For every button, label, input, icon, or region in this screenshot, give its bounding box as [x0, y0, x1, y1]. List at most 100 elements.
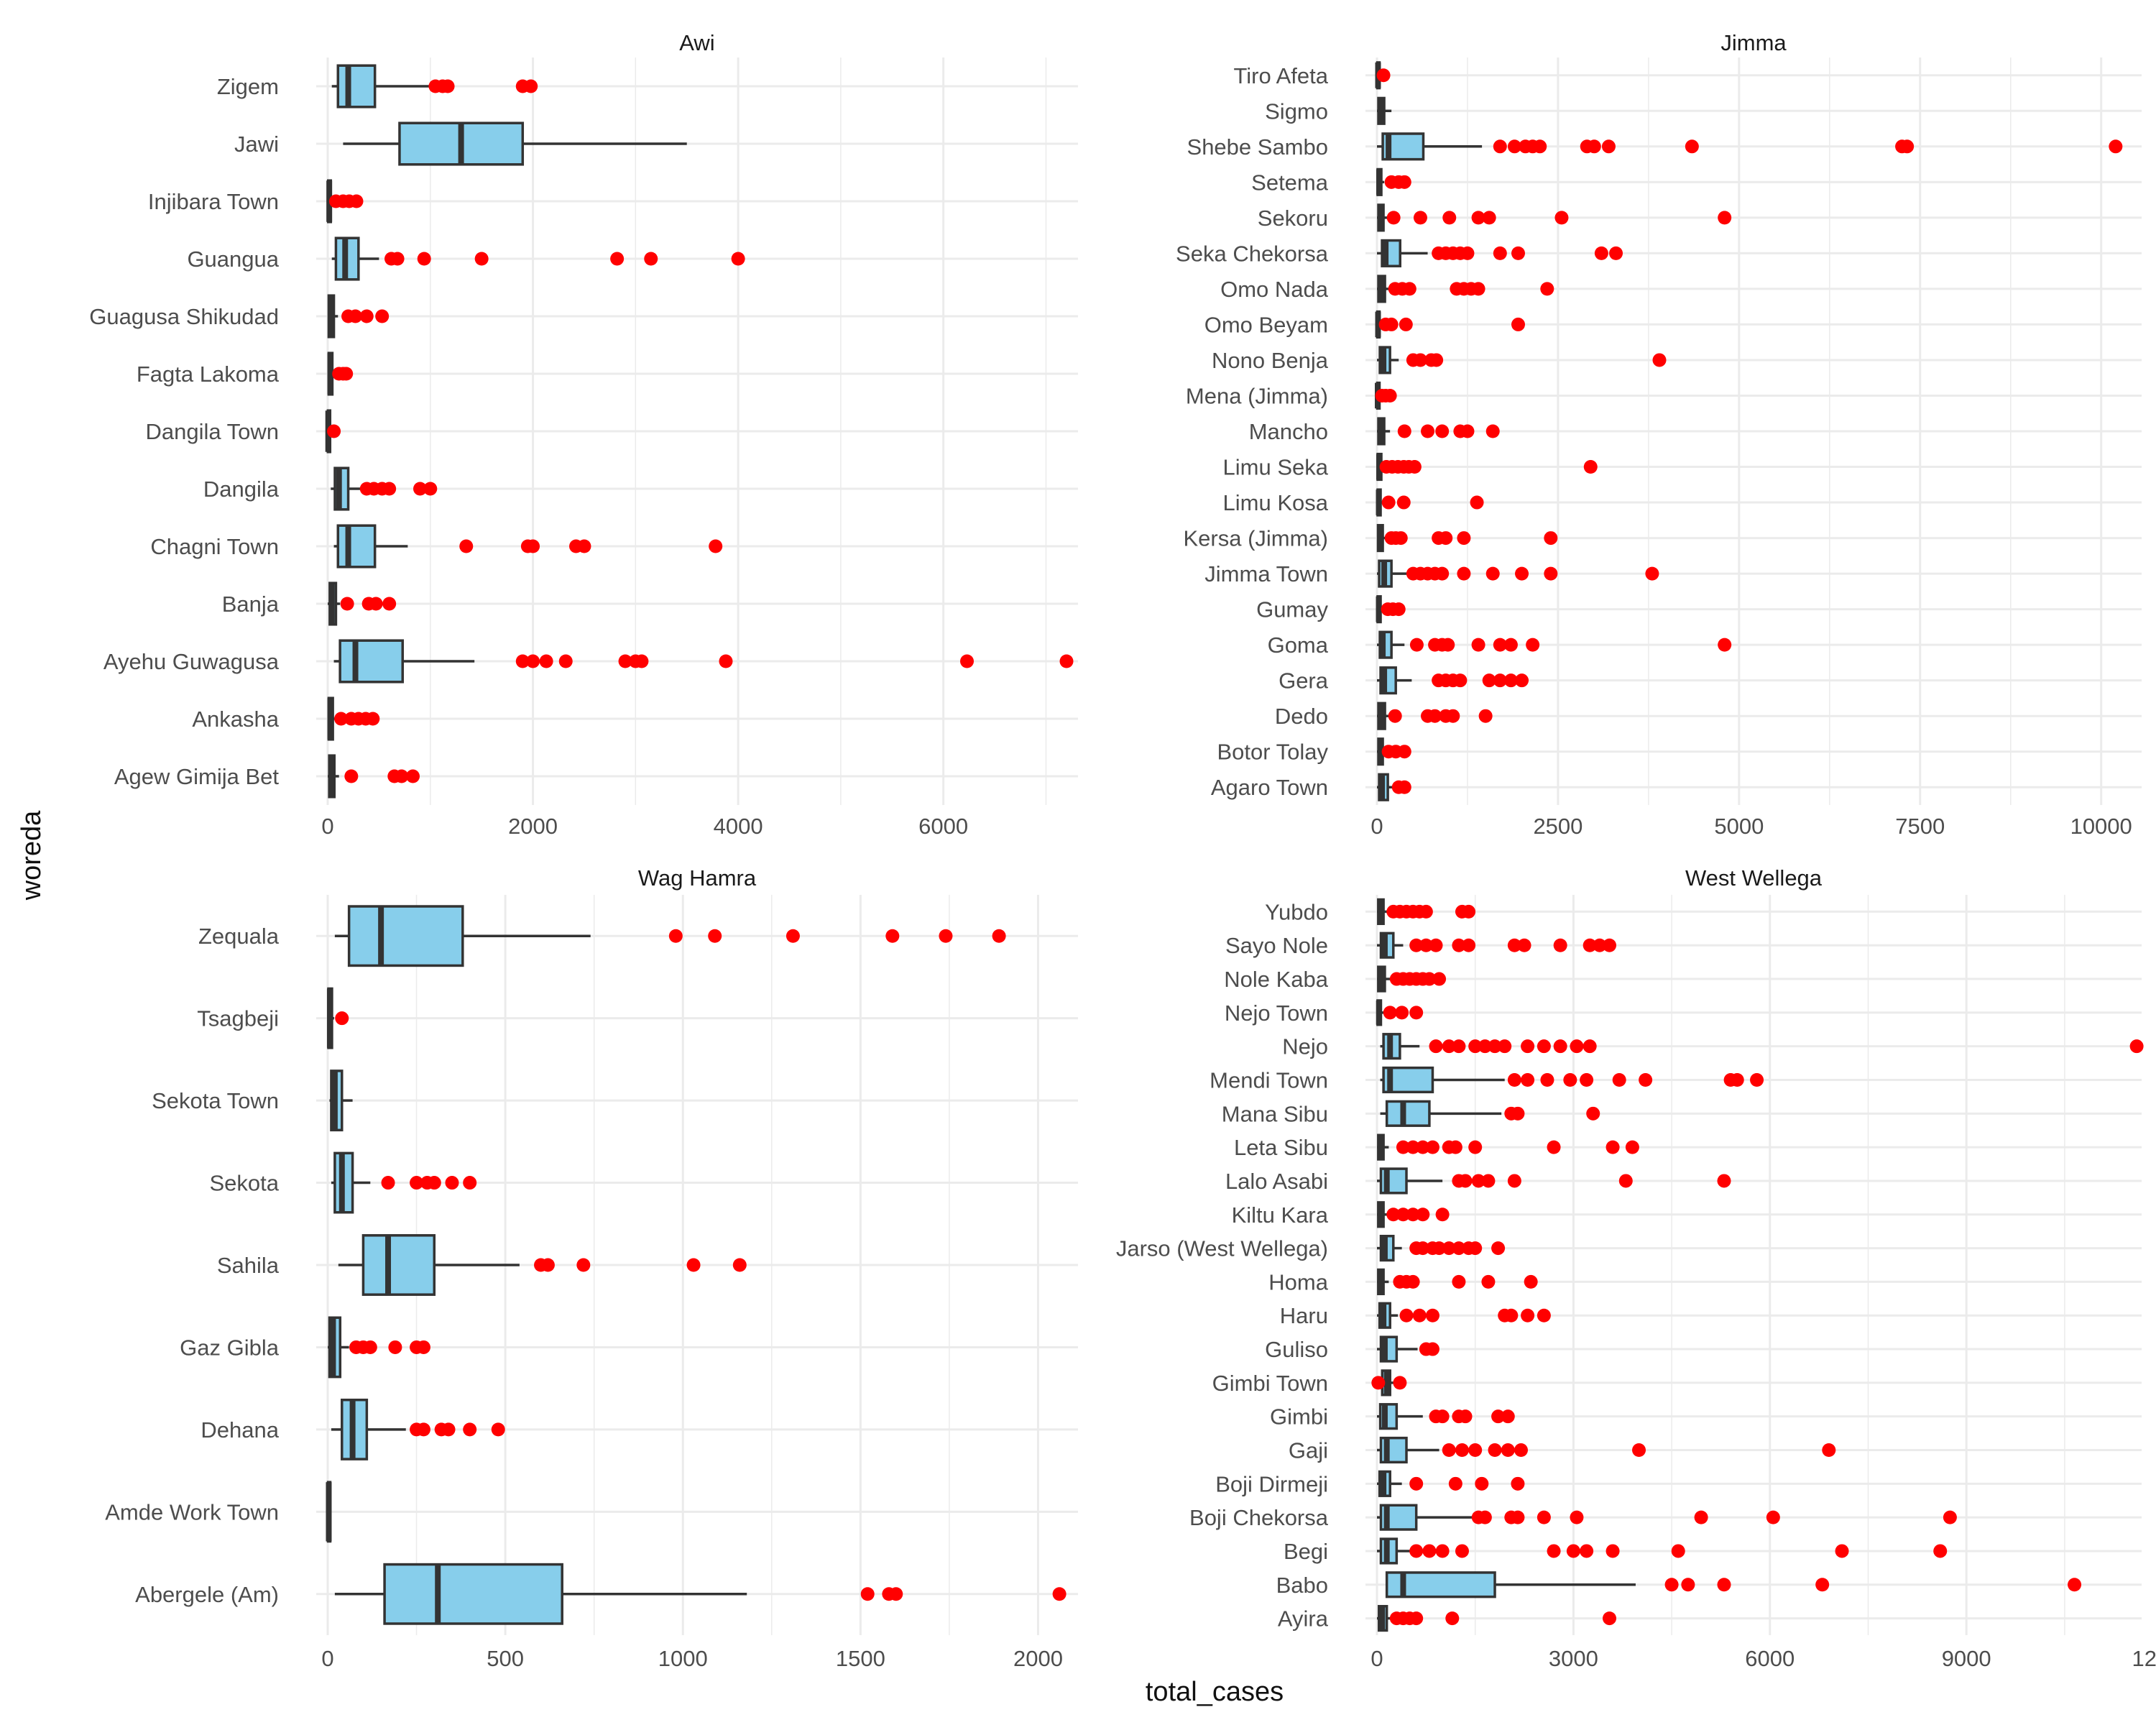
facet-panel: Wag Hamra 0 500 1000 1500 2000 Zequala Tsagbeji… [105, 865, 1078, 1671]
box [326, 987, 349, 1049]
box [1377, 702, 1493, 730]
y-tick-label: Omo Nada [1220, 277, 1329, 302]
outlier-point [939, 929, 953, 943]
y-tick-label: Homa [1268, 1269, 1328, 1294]
y-tick-label: Zigem [217, 74, 279, 99]
box [1376, 595, 1406, 624]
box [1376, 523, 1558, 553]
y-tick-label: Begi [1284, 1539, 1328, 1564]
outlier-point [610, 252, 625, 266]
outlier-point [1455, 1544, 1469, 1558]
outlier-point [1606, 1544, 1620, 1558]
box [1380, 1033, 2144, 1060]
outlier-point [1413, 211, 1427, 225]
box [1377, 1504, 1957, 1531]
x-tick-label: 500 [487, 1646, 524, 1671]
outlier-point [463, 1176, 477, 1190]
box [333, 639, 1074, 684]
x-tick-label: 0 [321, 1646, 333, 1671]
outlier-point [1750, 1073, 1764, 1087]
y-tick-label: Guangua [187, 247, 279, 272]
outlier-point [1432, 972, 1447, 986]
y-tick-label: Sayo Nole [1225, 933, 1328, 958]
outlier-point [1396, 1140, 1410, 1154]
y-tick-label: Dangila [203, 477, 280, 502]
outlier-point [1399, 317, 1413, 331]
outlier-point [1468, 1039, 1483, 1054]
outlier-point [1409, 638, 1424, 652]
outlier-point [1493, 246, 1507, 260]
outlier-point [445, 1176, 459, 1190]
outlier-point [1396, 495, 1411, 510]
box [1371, 1369, 1407, 1397]
outlier-point [1425, 1140, 1439, 1154]
outlier-point [709, 539, 723, 553]
y-tick-label: Gaji [1289, 1438, 1328, 1463]
outlier-point [1580, 1073, 1594, 1087]
outlier-point [334, 712, 349, 726]
outlier-point [1504, 1308, 1519, 1322]
outlier-point [1594, 246, 1608, 260]
outlier-point [1544, 566, 1558, 581]
y-tick-label: Leta Sibu [1234, 1135, 1328, 1160]
outlier-point [1563, 1073, 1577, 1087]
outlier-point [1694, 1510, 1708, 1524]
y-tick-label: Fagta Lakoma [137, 362, 280, 387]
outlier-point [1455, 1443, 1469, 1457]
box-rect [336, 64, 377, 109]
outlier-point [1933, 1544, 1948, 1558]
outlier-point [1416, 1140, 1430, 1154]
outlier-point [1406, 1140, 1420, 1154]
outlier-point [577, 539, 591, 553]
outlier-point [860, 1587, 875, 1601]
y-tick-label: Amde Work Town [105, 1499, 279, 1524]
outlier-point [1457, 531, 1471, 546]
outlier-point [1503, 673, 1518, 688]
outlier-point [1409, 1476, 1424, 1491]
outlier-point [1730, 1073, 1744, 1087]
outlier-point [1540, 282, 1554, 296]
outlier-point [786, 929, 800, 943]
box [328, 754, 420, 799]
outlier-point [1409, 1544, 1424, 1558]
outlier-point [1397, 780, 1411, 794]
outlier-point [1409, 1006, 1424, 1020]
outlier-point [1515, 566, 1529, 581]
outlier-point [1766, 1510, 1780, 1524]
outlier-point [1422, 972, 1437, 986]
x-tick-label: 2500 [1533, 814, 1583, 839]
x-axis-title: total_cases [1146, 1677, 1284, 1707]
outlier-point [1471, 282, 1485, 296]
y-tick-label: Kiltu Kara [1232, 1202, 1329, 1228]
y-tick-label: Sekoru [1258, 206, 1328, 231]
x-tick-label: 1000 [658, 1646, 708, 1671]
outlier-point [369, 597, 383, 611]
outlier-point [1383, 388, 1397, 402]
outlier-point [1537, 1308, 1551, 1322]
outlier-point [558, 654, 573, 668]
outlier-point [668, 929, 683, 943]
y-tick-label: Limu Seka [1223, 455, 1329, 480]
outlier-point [1395, 1006, 1409, 1020]
outlier-point [1419, 938, 1433, 952]
outlier-point [1501, 1409, 1515, 1424]
outlier-point [526, 654, 540, 668]
outlier-point [1491, 1241, 1506, 1256]
outlier-point [539, 654, 553, 668]
outlier-point [1685, 139, 1699, 154]
box [1377, 417, 1500, 446]
box [1377, 1604, 1617, 1632]
y-tick-label: Dedo [1275, 704, 1328, 729]
box [331, 64, 538, 109]
outlier-point [1493, 139, 1507, 154]
outlier-point [540, 1258, 555, 1272]
y-tick-label: Setema [1251, 170, 1329, 195]
box [1377, 1133, 1639, 1161]
box-rect [1385, 1100, 1431, 1127]
box [331, 466, 438, 511]
outlier-point [686, 1258, 701, 1272]
outlier-point [335, 1011, 349, 1026]
outlier-point [524, 79, 538, 93]
y-tick-label: Agaro Town [1211, 775, 1328, 800]
y-tick-label: Mana Sibu [1222, 1101, 1328, 1126]
